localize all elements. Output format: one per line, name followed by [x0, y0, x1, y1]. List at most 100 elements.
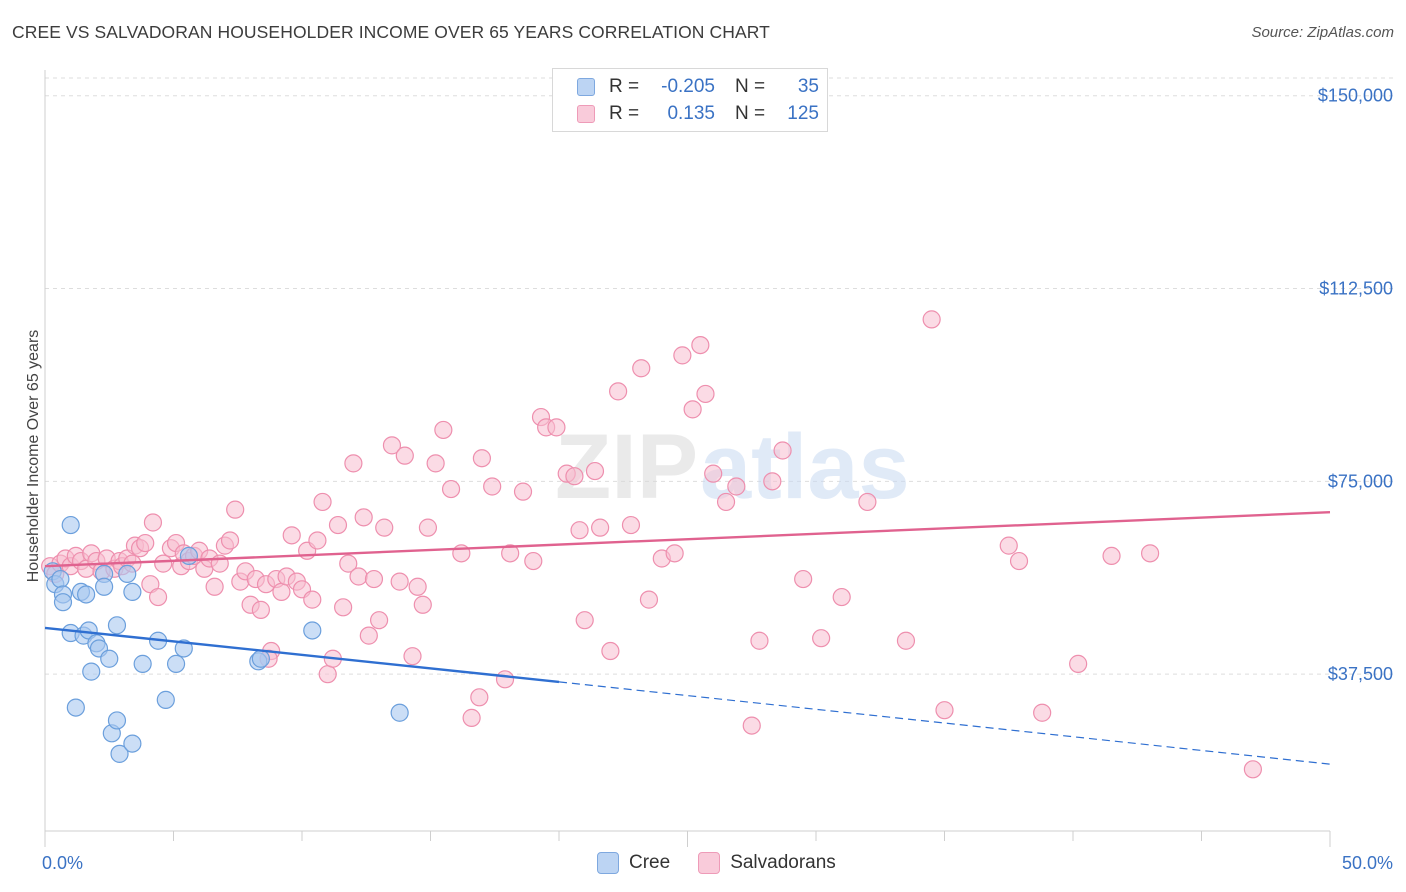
- salvadorans-point: [832, 587, 851, 607]
- y-tick-label: $112,500: [1319, 279, 1393, 299]
- cree-point: [133, 654, 152, 673]
- y-tick-label: $37,500: [1328, 664, 1393, 684]
- salvadorans-point: [472, 449, 491, 468]
- salvadorans-points: [41, 310, 1263, 779]
- salvadorans-point: [282, 526, 301, 545]
- cree-legend-label: Cree: [629, 852, 671, 873]
- salvadorans-point: [665, 544, 684, 563]
- salvadorans-point: [1102, 546, 1121, 566]
- cree-point: [166, 654, 186, 673]
- cree-point: [118, 564, 137, 584]
- legend-r-value: -0.205: [661, 76, 715, 97]
- series-legend: Cree Salvadorans: [597, 852, 864, 874]
- salvadorans-point: [143, 513, 163, 532]
- salvadorans-point: [313, 492, 332, 512]
- legend-n-value: 125: [787, 103, 819, 124]
- salvadorans-point: [364, 569, 384, 589]
- cree-point: [390, 703, 409, 722]
- salvadorans-point: [154, 554, 173, 573]
- salvadorans-point: [565, 467, 584, 486]
- x-tick-label: 0.0%: [42, 853, 83, 873]
- salvadorans-point: [896, 631, 916, 650]
- salvadorans-point: [495, 670, 515, 689]
- correlation-legend: R = -0.205 N = 35 R = 0.135 N = 125: [552, 68, 828, 132]
- salvadorans-point: [727, 477, 746, 496]
- salvadorans-point: [359, 626, 378, 645]
- cree-point: [100, 649, 119, 668]
- salvadorans-point: [426, 454, 445, 473]
- salvadorans-point: [354, 508, 373, 527]
- salvadorans-point: [483, 477, 502, 496]
- cree-point: [251, 649, 270, 668]
- salvadorans-point: [1009, 551, 1029, 571]
- salvadorans-point: [136, 533, 155, 553]
- salvadorans-point: [683, 400, 702, 419]
- chart-title: CREE VS SALVADORAN HOUSEHOLDER INCOME OV…: [12, 22, 770, 42]
- y-tick-label: $150,000: [1318, 86, 1393, 106]
- legend-r-value: 0.135: [667, 103, 715, 124]
- salvadorans-point: [251, 600, 270, 619]
- salvadorans-point: [148, 587, 168, 607]
- salvadorans-point: [1243, 760, 1263, 779]
- salvadorans-point: [308, 531, 327, 550]
- salvadorans-point: [922, 310, 941, 329]
- salvadorans-point: [935, 701, 954, 720]
- series-legend-salvadorans[interactable]: Salvadorans: [698, 852, 836, 874]
- cree-point: [123, 734, 142, 753]
- salvadorans-point: [570, 521, 589, 540]
- cree-point: [61, 515, 80, 535]
- salvadorans-point: [205, 577, 224, 596]
- cree-trend-line: [44, 626, 560, 684]
- legend-r-label: R =: [609, 103, 640, 124]
- cree-point: [303, 621, 322, 640]
- salvadorans-point: [434, 420, 453, 440]
- salvadorans-point: [408, 577, 427, 596]
- salvadorans-point: [575, 611, 594, 630]
- salvadorans-swatch: [698, 852, 721, 874]
- salvadorans-point: [1069, 654, 1088, 673]
- salvadorans-point: [673, 346, 692, 365]
- salvadorans-point: [272, 582, 291, 602]
- salvadorans-point: [334, 598, 353, 617]
- salvadorans-point: [403, 647, 422, 666]
- y-tick-labels: $37,500 $75,000 $112,500 $150,000: [1318, 86, 1393, 684]
- salvadorans-point: [601, 641, 620, 661]
- series-legend-cree[interactable]: Cree: [597, 852, 670, 874]
- legend-swatch-salvadorans: [577, 105, 595, 123]
- cree-point: [107, 711, 127, 730]
- legend-row-cree: R = -0.205 N = 35: [577, 75, 819, 99]
- salvadorans-point: [524, 551, 543, 571]
- salvadorans-point: [318, 665, 337, 684]
- watermark-zip: ZIP: [555, 416, 698, 518]
- salvadorans-point: [1140, 544, 1160, 563]
- chart-source: Source: ZipAtlas.com: [1251, 24, 1394, 41]
- salvadorans-point: [750, 631, 769, 650]
- salvadorans-point: [344, 454, 363, 473]
- salvadorans-point: [382, 436, 402, 455]
- cree-point: [174, 639, 193, 658]
- y-axis-label: Householder Income Over 65 years: [25, 330, 42, 583]
- salvadorans-point: [395, 446, 414, 465]
- salvadorans-point: [632, 359, 651, 378]
- cree-point: [179, 546, 199, 566]
- salvadorans-point: [418, 518, 438, 537]
- salvadorans-point: [470, 688, 489, 707]
- salvadorans-point: [591, 518, 610, 537]
- cree-point: [77, 585, 96, 604]
- salvadorans-point: [328, 515, 348, 535]
- cree-trend-extension: [558, 681, 1331, 765]
- salvadorans-point: [370, 611, 389, 630]
- legend-n-label: N =: [735, 76, 766, 97]
- salvadorans-point: [462, 708, 481, 727]
- cree-point: [110, 744, 129, 763]
- legend-n-value: 35: [797, 76, 819, 97]
- salvadorans-point: [303, 590, 322, 609]
- salvadorans-point: [742, 716, 761, 735]
- legend-r-label: R =: [609, 76, 640, 97]
- salvadorans-point: [704, 464, 723, 483]
- salvadorans-point: [547, 418, 566, 437]
- salvadorans-point: [858, 492, 877, 512]
- salvadorans-point: [812, 629, 831, 648]
- cree-point: [51, 569, 70, 589]
